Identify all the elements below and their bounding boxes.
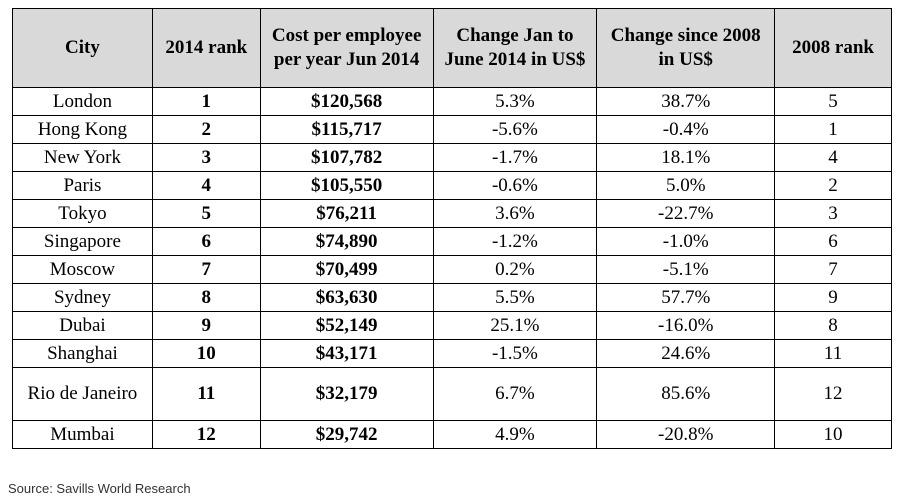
cell-cost: $105,550	[259, 171, 434, 200]
cell-2014-rank: 4	[151, 171, 261, 200]
cell-2014-rank: 12	[151, 420, 261, 449]
cell-change-jan-jun: 5.5%	[432, 283, 598, 312]
table-row: Hong Kong 2 $115,717 -5.6% -0.4% 1	[12, 115, 892, 144]
cell-2008-rank: 5	[774, 87, 892, 116]
cell-change-jan-jun: -1.5%	[432, 339, 598, 368]
table-row: Moscow 7 $70,499 0.2% -5.1% 7	[12, 255, 892, 284]
table-row: New York 3 $107,782 -1.7% 18.1% 4	[12, 143, 892, 172]
table-row: Rio de Janeiro 11 $32,179 6.7% 85.6% 12	[12, 367, 892, 421]
cell-change-2008: -16.0%	[596, 311, 776, 340]
cell-city: Sydney	[12, 283, 153, 312]
table-header: City 2014 rank Cost per employee per yea…	[12, 8, 892, 88]
cell-2014-rank: 6	[151, 227, 261, 256]
table-row: Mumbai 12 $29,742 4.9% -20.8% 10	[12, 420, 892, 449]
cell-city: New York	[12, 143, 153, 172]
cell-cost: $76,211	[259, 199, 434, 228]
header-2008-rank: 2008 rank	[774, 8, 892, 88]
header-2014-rank: 2014 rank	[151, 8, 261, 88]
cell-change-jan-jun: -1.7%	[432, 143, 598, 172]
header-change-jan-jun: Change Jan to June 2014 in US$	[432, 8, 598, 88]
cell-2014-rank: 1	[151, 87, 261, 116]
cell-2008-rank: 3	[774, 199, 892, 228]
cell-2014-rank: 3	[151, 143, 261, 172]
cell-2008-rank: 8	[774, 311, 892, 340]
cell-cost: $43,171	[259, 339, 434, 368]
cell-change-jan-jun: 0.2%	[432, 255, 598, 284]
cell-change-2008: 18.1%	[596, 143, 776, 172]
table-row: Paris 4 $105,550 -0.6% 5.0% 2	[12, 171, 892, 200]
cell-city: Hong Kong	[12, 115, 153, 144]
cell-change-2008: -0.4%	[596, 115, 776, 144]
table-row: Singapore 6 $74,890 -1.2% -1.0% 6	[12, 227, 892, 256]
cell-city: Moscow	[12, 255, 153, 284]
cell-city: Paris	[12, 171, 153, 200]
cell-cost: $52,149	[259, 311, 434, 340]
cell-change-jan-jun: -5.6%	[432, 115, 598, 144]
cell-change-jan-jun: 4.9%	[432, 420, 598, 449]
cell-2008-rank: 11	[774, 339, 892, 368]
cell-change-jan-jun: 6.7%	[432, 367, 598, 421]
cell-change-jan-jun: -0.6%	[432, 171, 598, 200]
table-row: Shanghai 10 $43,171 -1.5% 24.6% 11	[12, 339, 892, 368]
cell-2014-rank: 11	[151, 367, 261, 421]
cell-city: London	[12, 87, 153, 116]
cell-2008-rank: 6	[774, 227, 892, 256]
header-row: City 2014 rank Cost per employee per yea…	[12, 8, 892, 88]
cell-2008-rank: 12	[774, 367, 892, 421]
cell-2014-rank: 9	[151, 311, 261, 340]
cell-2008-rank: 2	[774, 171, 892, 200]
cell-cost: $32,179	[259, 367, 434, 421]
header-change-2008: Change since 2008 in US$	[596, 8, 776, 88]
table-row: Sydney 8 $63,630 5.5% 57.7% 9	[12, 283, 892, 312]
cell-2014-rank: 7	[151, 255, 261, 284]
cell-2014-rank: 5	[151, 199, 261, 228]
cell-change-2008: -1.0%	[596, 227, 776, 256]
cell-2008-rank: 4	[774, 143, 892, 172]
cell-2008-rank: 10	[774, 420, 892, 449]
header-city: City	[12, 8, 153, 88]
cell-change-2008: 85.6%	[596, 367, 776, 421]
office-cost-table: City 2014 rank Cost per employee per yea…	[12, 8, 892, 449]
table-row: Tokyo 5 $76,211 3.6% -22.7% 3	[12, 199, 892, 228]
cell-cost: $70,499	[259, 255, 434, 284]
table-body: London 1 $120,568 5.3% 38.7% 5 Hong Kong 2 $115,…	[12, 87, 892, 449]
cell-change-2008: -22.7%	[596, 199, 776, 228]
cell-change-2008: -5.1%	[596, 255, 776, 284]
header-cost: Cost per employee per year Jun 2014	[259, 8, 434, 88]
cell-change-jan-jun: -1.2%	[432, 227, 598, 256]
cell-change-2008: 38.7%	[596, 87, 776, 116]
cell-change-2008: 57.7%	[596, 283, 776, 312]
table-row: Dubai 9 $52,149 25.1% -16.0% 8	[12, 311, 892, 340]
cell-2008-rank: 1	[774, 115, 892, 144]
cell-city: Mumbai	[12, 420, 153, 449]
cell-cost: $115,717	[259, 115, 434, 144]
cell-change-jan-jun: 5.3%	[432, 87, 598, 116]
table-row: London 1 $120,568 5.3% 38.7% 5	[12, 87, 892, 116]
cell-change-2008: 24.6%	[596, 339, 776, 368]
cell-change-jan-jun: 3.6%	[432, 199, 598, 228]
cell-2014-rank: 2	[151, 115, 261, 144]
cell-cost: $120,568	[259, 87, 434, 116]
cell-cost: $63,630	[259, 283, 434, 312]
source-note: Source: Savills World Research	[8, 481, 191, 496]
cell-change-2008: 5.0%	[596, 171, 776, 200]
cell-2008-rank: 7	[774, 255, 892, 284]
cell-city: Shanghai	[12, 339, 153, 368]
cell-city: Tokyo	[12, 199, 153, 228]
cell-city: Dubai	[12, 311, 153, 340]
cell-2008-rank: 9	[774, 283, 892, 312]
cell-city: Singapore	[12, 227, 153, 256]
cell-cost: $74,890	[259, 227, 434, 256]
cell-city: Rio de Janeiro	[12, 367, 153, 421]
cell-2014-rank: 8	[151, 283, 261, 312]
cell-change-jan-jun: 25.1%	[432, 311, 598, 340]
cell-change-2008: -20.8%	[596, 420, 776, 449]
cell-cost: $107,782	[259, 143, 434, 172]
cell-2014-rank: 10	[151, 339, 261, 368]
cell-cost: $29,742	[259, 420, 434, 449]
